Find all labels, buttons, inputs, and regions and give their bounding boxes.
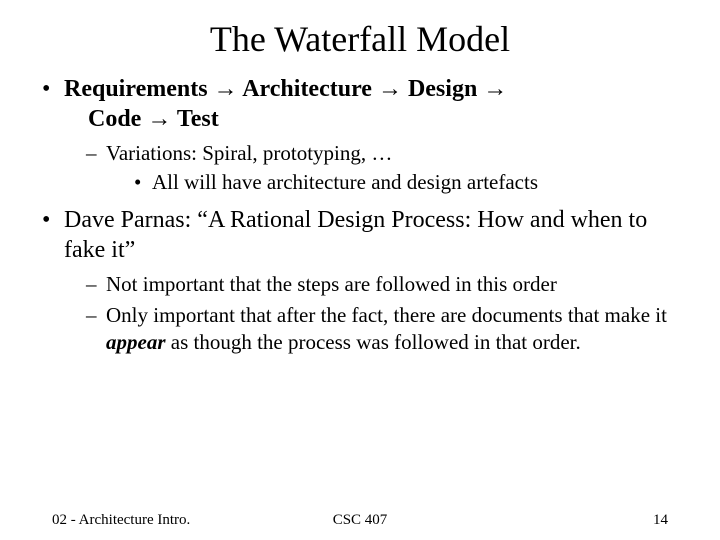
text-part2: as though the process was followed in th… xyxy=(166,330,581,354)
footer-page-number: 14 xyxy=(653,512,668,529)
sub-list: Variations: Spiral, prototyping, … All w… xyxy=(64,140,690,197)
slide-title: The Waterfall Model xyxy=(30,18,690,60)
text-part1: Only important that after the fact, ther… xyxy=(106,303,667,327)
sub-bullet-variations: Variations: Spiral, prototyping, … All w… xyxy=(86,140,690,197)
bullet-waterfall-sequence: Requirements → Architecture → Design → C… xyxy=(40,74,690,197)
bullet-text: Dave Parnas: “A Rational Design Process:… xyxy=(64,207,647,263)
sub-sub-list: All will have architecture and design ar… xyxy=(106,169,690,196)
slide: The Waterfall Model Requirements → Archi… xyxy=(0,0,720,540)
sub-sub-bullet-artefacts: All will have architecture and design ar… xyxy=(134,169,690,196)
sub-bullet-order: Not important that the steps are followe… xyxy=(86,271,690,298)
bullet-text-line2: Code → Test xyxy=(64,104,690,134)
sub-list: Not important that the steps are followe… xyxy=(64,271,690,357)
bullet-list: Requirements → Architecture → Design → C… xyxy=(30,74,690,356)
bullet-text: Requirements → Architecture → Design → xyxy=(64,76,507,102)
sub-bullet-text: Variations: Spiral, prototyping, … xyxy=(106,141,392,165)
sub-bullet-appear: Only important that after the fact, ther… xyxy=(86,302,690,357)
bullet-parnas: Dave Parnas: “A Rational Design Process:… xyxy=(40,205,690,357)
emphasis-appear: appear xyxy=(106,330,166,354)
footer-center: CSC 407 xyxy=(0,512,720,529)
